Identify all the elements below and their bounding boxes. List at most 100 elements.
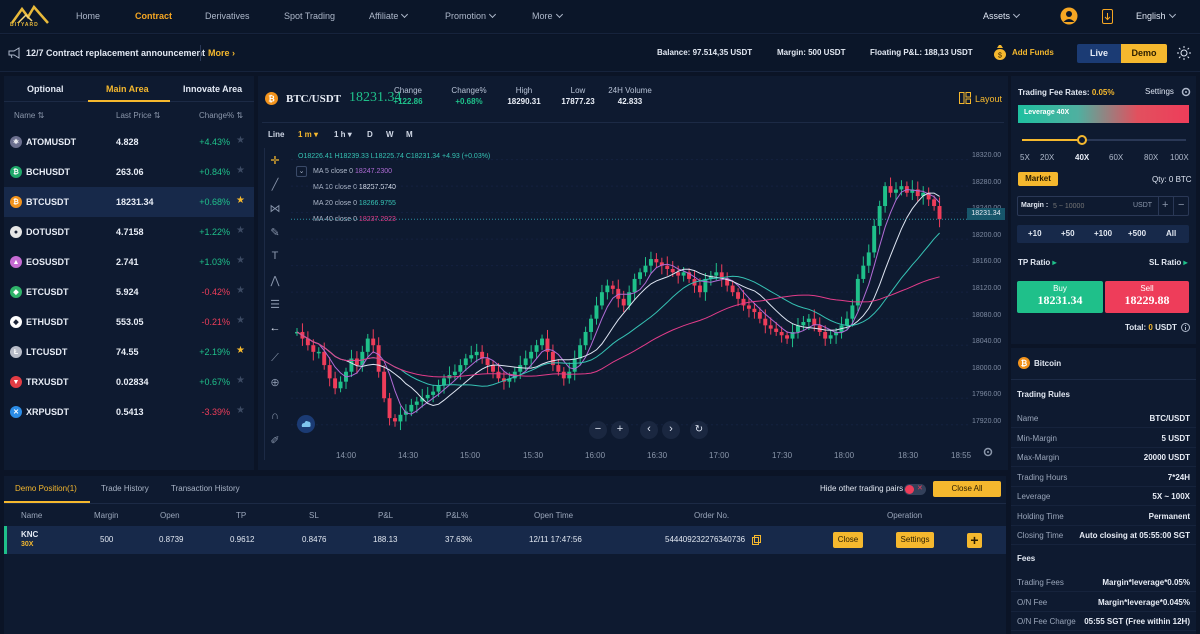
market-row[interactable]: ◆ ETHUSDT 553.05 -0.21% ★ [4, 307, 254, 337]
nav-derivatives[interactable]: Derivatives [205, 11, 250, 21]
favorite-star-icon[interactable]: ★ [236, 225, 245, 236]
interval-month[interactable]: M [406, 130, 413, 139]
tab-trade-history[interactable]: Trade History [101, 484, 149, 493]
quick-amount-button[interactable]: All [1166, 229, 1177, 238]
pencil-lock-icon[interactable]: ✐ [270, 435, 280, 447]
zoom-in-button[interactable]: + [611, 421, 629, 439]
header-name[interactable]: Name ⇅ [14, 111, 45, 120]
interval-1m[interactable]: 1 m ▾ [298, 130, 319, 139]
tab-optional[interactable]: Optional [27, 84, 64, 94]
leverage-option[interactable]: 20X [1040, 153, 1055, 162]
leverage-option[interactable]: 5X [1020, 153, 1030, 162]
bityard-logo[interactable] [8, 3, 52, 31]
favorite-star-icon[interactable]: ★ [236, 405, 245, 416]
hide-pairs-toggle[interactable]: ✕ [904, 484, 926, 495]
assets-menu[interactable]: Assets [983, 10, 1021, 21]
interval-line[interactable]: Line [268, 130, 285, 139]
tab-main-area[interactable]: Main Area [106, 84, 149, 94]
favorite-star-icon[interactable]: ★ [236, 135, 245, 146]
market-row[interactable]: Ł LTCUSDT 74.55 +2.19% ★ [4, 337, 254, 367]
live-toggle[interactable]: Live [1077, 44, 1121, 63]
market-row[interactable]: ₿ BCHUSDT 263.06 +0.84% ★ [4, 157, 254, 187]
price-chart[interactable] [291, 148, 969, 443]
quick-amount-button[interactable]: +50 [1061, 229, 1075, 238]
interval-1h[interactable]: 1 h ▾ [334, 130, 352, 139]
nav-contract[interactable]: Contract [135, 11, 173, 21]
interval-week[interactable]: W [386, 130, 394, 139]
announcement-text[interactable]: 12/7 Contract replacement announcement [26, 48, 206, 58]
download-app-icon[interactable] [1102, 9, 1113, 24]
margin-increment-button[interactable]: + [1162, 199, 1169, 211]
favorite-star-icon[interactable]: ★ [236, 195, 245, 206]
sl-ratio-toggle[interactable]: SL Ratio ▸ [1149, 258, 1188, 267]
trend-line-icon[interactable]: ╱ [271, 179, 279, 191]
cloud-icon[interactable] [297, 415, 315, 433]
favorite-star-icon[interactable]: ★ [236, 255, 245, 266]
add-funds-button[interactable]: Add Funds [1012, 48, 1054, 57]
user-avatar-icon[interactable] [1060, 7, 1078, 25]
quick-amount-button[interactable]: +10 [1028, 229, 1042, 238]
back-arrow-icon[interactable]: ← [269, 322, 281, 334]
nav-affiliate[interactable]: Affiliate [369, 10, 409, 21]
favorite-star-icon[interactable]: ★ [236, 315, 245, 326]
layout-button[interactable]: Layout [975, 94, 1003, 104]
close-position-button[interactable]: Close [833, 532, 863, 548]
add-margin-icon[interactable]: + [967, 533, 982, 548]
header-change[interactable]: Change% ⇅ [199, 111, 244, 120]
nav-home[interactable]: Home [76, 11, 101, 21]
scroll-left-button[interactable]: ‹ [640, 421, 658, 439]
sell-button[interactable]: Sell 18229.88 [1105, 281, 1189, 313]
chart-settings-icon[interactable] [983, 447, 993, 457]
interval-day[interactable]: D [367, 130, 373, 139]
quick-amount-button[interactable]: +100 [1094, 229, 1113, 238]
header-last-price[interactable]: Last Price ⇅ [116, 111, 161, 120]
brush-icon[interactable]: ✎ [270, 227, 280, 239]
scroll-right-button[interactable]: › [662, 421, 680, 439]
theme-sun-icon[interactable] [1177, 46, 1191, 60]
tab-transaction-history[interactable]: Transaction History [171, 484, 240, 493]
zoom-in-icon[interactable]: ⊕ [270, 377, 280, 389]
leverage-slider-handle[interactable] [1077, 135, 1087, 145]
collapse-indicators-icon[interactable]: ⌄ [296, 166, 307, 177]
tp-ratio-toggle[interactable]: TP Ratio ▸ [1018, 258, 1057, 267]
market-order-button[interactable]: Market [1018, 172, 1058, 186]
gann-icon[interactable]: ☰ [270, 299, 280, 311]
info-icon[interactable] [1181, 323, 1190, 332]
close-all-button[interactable]: Close All [933, 481, 1001, 497]
nav-promotion[interactable]: Promotion [445, 10, 497, 21]
copy-icon[interactable] [752, 535, 761, 545]
more-link[interactable]: More › [208, 48, 236, 58]
leverage-option[interactable]: 100X [1170, 153, 1189, 162]
tab-innovate-area[interactable]: Innovate Area [183, 84, 243, 94]
gear-icon[interactable] [1181, 87, 1191, 97]
market-row[interactable]: ▼ TRXUSDT 0.02834 +0.67% ★ [4, 367, 254, 397]
margin-input[interactable] [1053, 199, 1123, 213]
nav-spot-trading[interactable]: Spot Trading [284, 11, 336, 21]
leverage-option[interactable]: 40X [1075, 153, 1090, 162]
market-row[interactable]: ₿ BTCUSDT 18231.34 +0.68% ★ [4, 187, 254, 217]
pair-name[interactable]: BTC/USDT [286, 93, 342, 105]
quick-amount-button[interactable]: +500 [1128, 229, 1147, 238]
fib-icon[interactable]: ⋈ [269, 203, 281, 215]
market-row[interactable]: ⚛ ATOMUSDT 4.828 +4.43% ★ [4, 127, 254, 157]
zoom-out-button[interactable]: − [589, 421, 607, 439]
demo-toggle[interactable]: Demo [1121, 44, 1167, 63]
market-row[interactable]: ● DOTUSDT 4.7158 +1.22% ★ [4, 217, 254, 247]
crosshair-icon[interactable]: ✛ [270, 155, 280, 167]
position-settings-button[interactable]: Settings [896, 532, 934, 548]
market-row[interactable]: ✕ XRPUSDT 0.5413 -3.39% ★ [4, 397, 254, 427]
language-menu[interactable]: English [1136, 10, 1176, 21]
ruler-icon[interactable]: ⟋ [271, 352, 279, 364]
pattern-icon[interactable]: ⋀ [270, 275, 280, 287]
trade-settings-link[interactable]: Settings [1145, 87, 1174, 96]
favorite-star-icon[interactable]: ★ [236, 375, 245, 386]
market-row[interactable]: ◆ ETCUSDT 5.924 -0.42% ★ [4, 277, 254, 307]
favorite-star-icon[interactable]: ★ [236, 285, 245, 296]
buy-button[interactable]: Buy 18231.34 [1017, 281, 1103, 313]
leverage-option[interactable]: 80X [1144, 153, 1159, 162]
favorite-star-icon[interactable]: ★ [236, 165, 245, 176]
market-row[interactable]: ▲ EOSUSDT 2.741 +1.03% ★ [4, 247, 254, 277]
tab-demo-position[interactable]: Demo Position(1) [15, 484, 77, 493]
favorite-star-icon[interactable]: ★ [236, 345, 245, 356]
text-tool-icon[interactable]: T [271, 250, 279, 262]
